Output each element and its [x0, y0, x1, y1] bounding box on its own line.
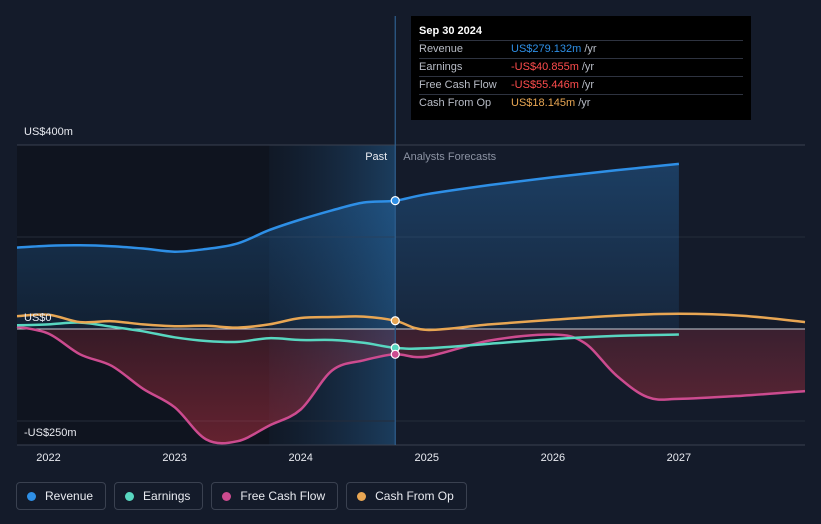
tooltip-date: Sep 30 2024 — [419, 25, 482, 37]
legend-item-earnings[interactable]: Earnings — [114, 482, 204, 510]
tooltip-label: Revenue — [419, 43, 464, 55]
series-line-cash-from-op — [16, 312, 806, 332]
tooltip-unit: /yr — [578, 97, 591, 109]
tooltip-label: Free Cash Flow — [419, 79, 497, 91]
tooltip-value: -US$40.855m — [511, 61, 579, 73]
free-cash-flow-area — [17, 326, 805, 444]
past-label: Past — [365, 151, 387, 163]
x-tick-label: 2022 — [36, 452, 60, 464]
legend-dot-icon — [125, 491, 135, 501]
tooltip-label: Cash From Op — [419, 97, 492, 109]
x-tick-label: 2025 — [415, 452, 439, 464]
tooltip: Sep 30 2024 Revenue US$279.132m /yr Earn… — [411, 16, 751, 120]
tooltip-label: Earnings — [419, 61, 463, 73]
series-line-free-cash-flow — [16, 325, 806, 445]
legend-label: Cash From Op — [375, 489, 454, 503]
legend-item-free-cash-flow[interactable]: Free Cash Flow — [211, 482, 339, 510]
y-tick-label: US$400m — [24, 126, 73, 138]
tooltip-value: -US$55.446m — [511, 79, 579, 91]
x-tick-label: 2024 — [288, 452, 312, 464]
y-tick-label: US$0 — [24, 312, 52, 324]
tooltip-unit: /yr — [581, 61, 595, 73]
marker-cash-from-op — [390, 316, 400, 326]
series-line-revenue — [16, 162, 680, 253]
x-tick-label: 2027 — [667, 452, 691, 464]
tooltip-row-free-cash-flow: Free Cash Flow -US$55.446m /yr — [419, 76, 743, 94]
tooltip-value: US$279.132m — [511, 43, 582, 55]
revenue-area — [17, 163, 679, 329]
legend: Revenue Earnings Free Cash Flow Cash Fro… — [16, 482, 467, 510]
series-line-earnings — [16, 321, 679, 350]
y-tick-label: -US$250m — [24, 427, 77, 439]
marker-free-cash-flow — [390, 349, 400, 359]
legend-item-revenue[interactable]: Revenue — [16, 482, 107, 510]
forecast-label: Analysts Forecasts — [403, 151, 496, 163]
legend-dot-icon — [27, 491, 36, 501]
legend-dot-icon — [357, 491, 367, 501]
tooltip-value: US$18.145m — [511, 97, 576, 109]
legend-label: Revenue — [45, 489, 94, 503]
legend-label: Earnings — [143, 489, 191, 503]
legend-dot-icon — [222, 491, 232, 501]
x-tick-label: 2026 — [541, 452, 565, 464]
tooltip-row-earnings: Earnings -US$40.855m /yr — [419, 58, 743, 76]
x-tick-label: 2023 — [162, 452, 186, 464]
legend-label: Free Cash Flow — [240, 489, 326, 503]
tooltip-unit: /yr — [584, 43, 597, 55]
marker-revenue — [390, 196, 400, 206]
tooltip-row-cash-from-op: Cash From Op US$18.145m /yr — [419, 94, 743, 112]
tooltip-unit: /yr — [581, 79, 595, 91]
tooltip-row-revenue: Revenue US$279.132m /yr — [419, 40, 743, 58]
legend-item-cash-from-op[interactable]: Cash From Op — [346, 482, 467, 510]
